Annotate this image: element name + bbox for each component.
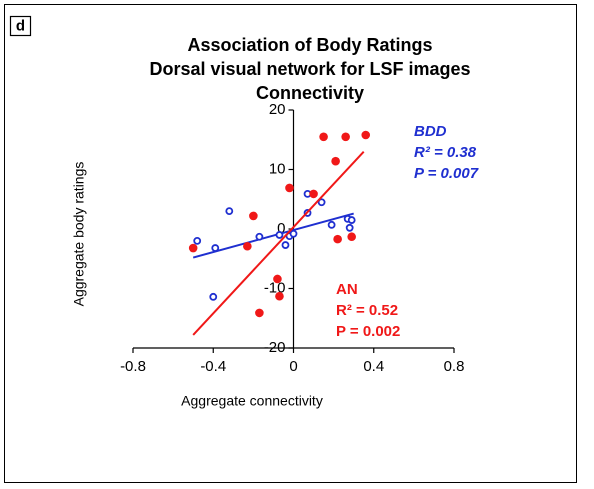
annotation: P = 0.002 [336,323,400,340]
chart-title: Dorsal visual network for LSF images [149,59,470,79]
point [275,291,284,301]
chart-title: Association of Body Ratings [187,35,432,55]
point [309,189,318,199]
point [319,132,328,142]
point [211,244,220,252]
legend-label: BDD [414,123,447,140]
point [255,232,264,241]
point [289,229,298,238]
annotation: P = 0.007 [414,165,479,182]
point [347,216,356,224]
panel-label-box [9,15,32,37]
point [345,223,354,232]
legend-label: AN [336,281,358,298]
fit-line [192,150,365,336]
point [341,132,350,142]
annotation: R² = 0.52 [336,302,398,319]
y-axis-label: Aggregate body ratings [71,162,87,307]
x-tick-label: 0.8 [444,358,465,375]
y-tick-label: 10 [269,160,286,177]
point [255,308,264,318]
panel-label: d [16,17,25,34]
point [331,156,340,166]
point [193,236,202,245]
fit-line [192,212,354,259]
point [281,241,290,249]
point [317,198,326,207]
point [275,231,284,239]
point [188,243,198,253]
y-tick-label: -20 [264,339,286,356]
point [243,241,252,251]
x-axis-label: Aggregate connectivity [181,393,323,409]
x-tick-label: -0.8 [120,358,146,375]
point [333,234,342,244]
annotation: R² = 0.38 [414,144,477,161]
chart-title: Connectivity [256,83,364,103]
point [361,130,371,140]
x-tick-label: -0.4 [200,358,226,375]
y-tick-label: 0 [277,220,285,237]
frame [4,4,577,483]
point [225,207,234,216]
x-tick-label: 0 [289,358,297,375]
point [327,220,336,229]
point [209,292,218,301]
point [249,211,258,221]
point [273,274,282,284]
point [347,232,356,242]
x-tick-label: 0.4 [363,358,384,375]
point [285,183,294,193]
y-tick-label: 20 [269,101,286,118]
